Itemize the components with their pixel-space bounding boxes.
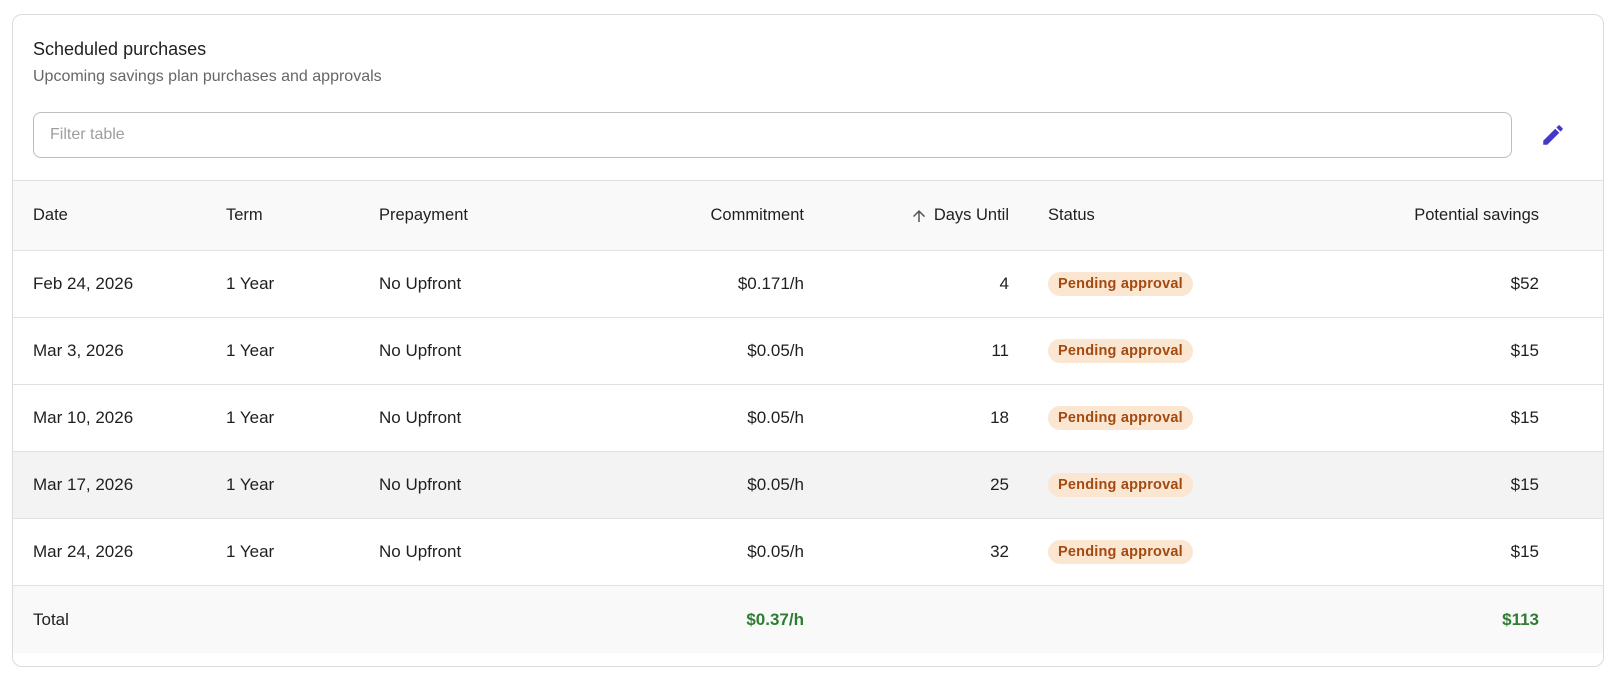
column-header-status[interactable]: Status	[1048, 206, 1095, 224]
purchases-table: Date Term Prepayment Commitment Days Unt…	[13, 180, 1603, 653]
cell-commitment: $0.05/h	[747, 542, 804, 561]
table-footer-row: Total $0.37/h $113	[13, 586, 1603, 653]
column-header-potential-savings[interactable]: Potential savings	[1414, 206, 1539, 224]
column-header-date[interactable]: Date	[33, 206, 68, 224]
cell-status: Pending approval	[1048, 385, 1193, 451]
total-commitment: $0.37/h	[746, 609, 804, 629]
cell-date: Mar 17, 2026	[33, 475, 134, 494]
cell-prepayment: No Upfront	[379, 542, 462, 561]
edit-button[interactable]	[1533, 115, 1573, 155]
pencil-icon	[1540, 122, 1566, 148]
cell-date: Mar 24, 2026	[33, 542, 134, 561]
cell-date: Feb 24, 2026	[33, 274, 134, 293]
column-header-term[interactable]: Term	[226, 206, 263, 224]
column-header-prepayment[interactable]: Prepayment	[379, 206, 468, 224]
cell-potential-savings: $15	[1510, 542, 1539, 561]
table-row[interactable]: Feb 24, 2026 1 Year No Upfront $0.171/h …	[13, 251, 1603, 318]
cell-status: Pending approval	[1048, 318, 1193, 384]
table-header-row: Date Term Prepayment Commitment Days Unt…	[13, 181, 1603, 251]
cell-potential-savings: $15	[1510, 475, 1539, 494]
cell-potential-savings: $15	[1510, 341, 1539, 360]
cell-days-until: 4	[999, 274, 1009, 293]
cell-potential-savings: $52	[1510, 274, 1539, 293]
filter-table-input[interactable]	[33, 112, 1512, 158]
table-row[interactable]: Mar 3, 2026 1 Year No Upfront $0.05/h 11…	[13, 318, 1603, 385]
cell-date: Mar 10, 2026	[33, 408, 134, 427]
cell-term: 1 Year	[226, 542, 275, 561]
cell-commitment: $0.171/h	[737, 274, 804, 293]
status-badge: Pending approval	[1048, 406, 1193, 430]
card-title: Scheduled purchases	[33, 39, 207, 59]
table-row[interactable]: Mar 17, 2026 1 Year No Upfront $0.05/h 2…	[13, 452, 1603, 519]
column-header-commitment[interactable]: Commitment	[710, 206, 804, 224]
cell-date: Mar 3, 2026	[33, 341, 124, 360]
cell-days-until: 18	[990, 408, 1009, 427]
cell-status: Pending approval	[1048, 251, 1193, 317]
column-header-days-until[interactable]: Days Until	[833, 181, 1009, 250]
status-badge: Pending approval	[1048, 473, 1193, 497]
cell-prepayment: No Upfront	[379, 475, 462, 494]
cell-days-until: 25	[990, 475, 1009, 494]
total-label: Total	[33, 609, 69, 629]
arrow-up-icon	[910, 207, 928, 225]
cell-prepayment: No Upfront	[379, 341, 462, 360]
cell-commitment: $0.05/h	[747, 408, 804, 427]
cell-commitment: $0.05/h	[747, 475, 804, 494]
status-badge: Pending approval	[1048, 272, 1193, 296]
cell-commitment: $0.05/h	[747, 341, 804, 360]
status-badge: Pending approval	[1048, 540, 1193, 564]
cell-term: 1 Year	[226, 408, 275, 427]
cell-prepayment: No Upfront	[379, 408, 462, 427]
cell-term: 1 Year	[226, 475, 275, 494]
cell-status: Pending approval	[1048, 519, 1193, 585]
cell-days-until: 11	[991, 341, 1009, 360]
card-subtitle: Upcoming savings plan purchases and appr…	[33, 68, 382, 85]
cell-potential-savings: $15	[1510, 408, 1539, 427]
table-row[interactable]: Mar 10, 2026 1 Year No Upfront $0.05/h 1…	[13, 385, 1603, 452]
scheduled-purchases-card: Scheduled purchases Upcoming savings pla…	[12, 14, 1604, 667]
cell-term: 1 Year	[226, 274, 275, 293]
cell-term: 1 Year	[226, 341, 275, 360]
table-row[interactable]: Mar 24, 2026 1 Year No Upfront $0.05/h 3…	[13, 519, 1603, 586]
cell-prepayment: No Upfront	[379, 274, 462, 293]
cell-days-until: 32	[990, 542, 1009, 561]
status-badge: Pending approval	[1048, 339, 1193, 363]
cell-status: Pending approval	[1048, 452, 1193, 518]
total-potential-savings: $113	[1502, 609, 1539, 629]
